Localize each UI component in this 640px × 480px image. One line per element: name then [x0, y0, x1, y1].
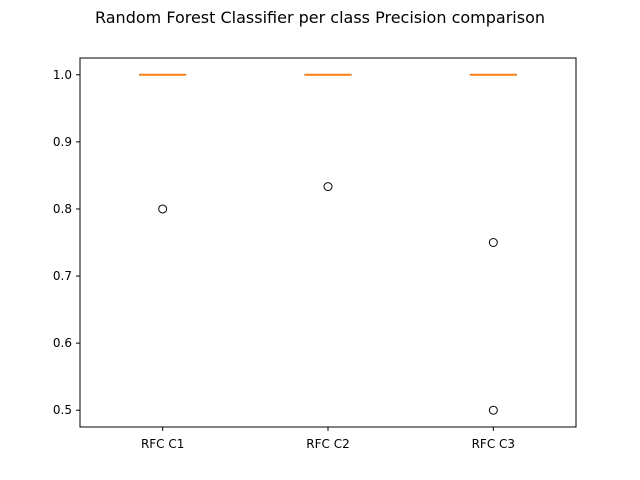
- y-tick-label: 0.7: [53, 269, 72, 283]
- outlier-point: [488, 238, 498, 247]
- outlier-point: [323, 182, 333, 192]
- outlier-point: [488, 405, 498, 415]
- x-tick-label: RFC C3: [472, 437, 515, 451]
- outlier-point: [158, 204, 168, 214]
- x-tick-label: RFC C2: [306, 437, 349, 451]
- y-tick-label: 0.8: [53, 202, 72, 216]
- y-tick-label: 0.9: [53, 135, 72, 149]
- plot-area: [79, 57, 577, 428]
- y-tick-label: 0.6: [53, 336, 72, 350]
- boxes-group: [139, 73, 517, 415]
- x-axis: RFC C1 RFC C2 RFC C3: [141, 427, 515, 451]
- y-tick-label: 0.5: [53, 403, 72, 417]
- chart-title: Random Forest Classifier per class Preci…: [94, 8, 545, 27]
- y-tick-label: 1.0: [53, 68, 72, 82]
- y-axis: 0.5 0.6 0.7 0.8 0.9 1.0: [53, 68, 80, 417]
- x-tick-label: RFC C1: [141, 437, 184, 451]
